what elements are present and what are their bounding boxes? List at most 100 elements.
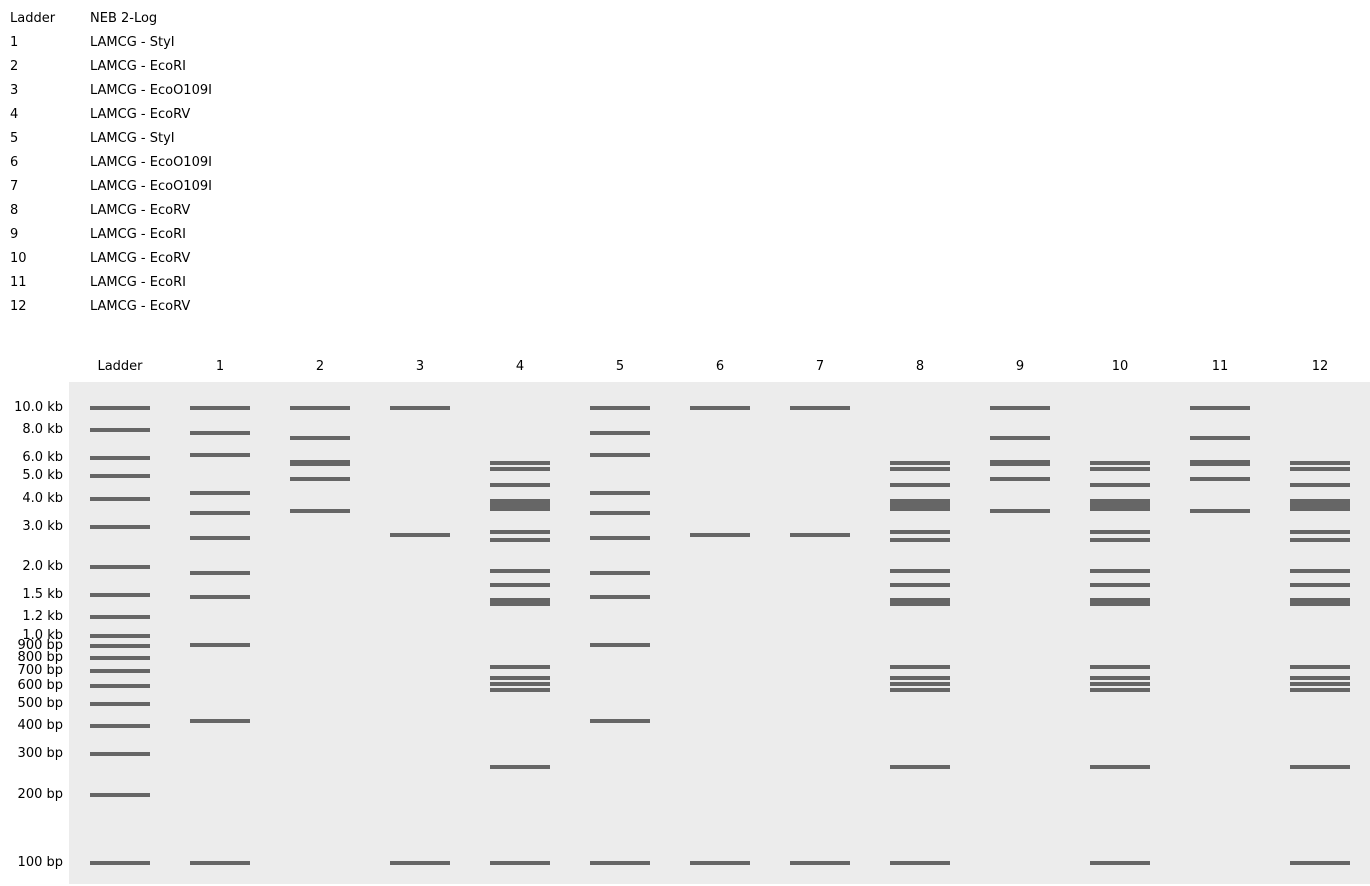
gel-band xyxy=(890,602,950,606)
lane-header: 8 xyxy=(915,359,925,374)
gel-band xyxy=(1090,499,1150,503)
gel-band xyxy=(1290,499,1350,503)
lane-header: 3 xyxy=(415,359,425,374)
gel-band xyxy=(1090,461,1150,465)
gel-band xyxy=(590,571,650,575)
gel-band xyxy=(1190,406,1250,410)
lane-header: 5 xyxy=(615,359,625,374)
gel-band xyxy=(890,569,950,573)
gel-band xyxy=(290,509,350,513)
legend-sample-name: LAMCG - EcoRV xyxy=(90,107,191,122)
size-label: 600 bp xyxy=(17,678,63,693)
legend-sample-name: LAMCG - EcoRI xyxy=(90,227,186,242)
gel-band xyxy=(1190,436,1250,440)
gel-band xyxy=(90,615,150,619)
gel-band xyxy=(90,861,150,865)
legend-sample-name: LAMCG - EcoO109I xyxy=(90,83,212,98)
gel-band xyxy=(490,483,550,487)
gel-band xyxy=(1090,665,1150,669)
gel-band xyxy=(390,533,450,537)
gel-band xyxy=(1290,688,1350,692)
gel-band xyxy=(690,861,750,865)
size-label: 700 bp xyxy=(17,663,63,678)
gel-band xyxy=(1090,676,1150,680)
legend-row: 10 LAMCG - EcoRV xyxy=(0,251,400,267)
gel-band xyxy=(1290,467,1350,471)
gel-band xyxy=(490,503,550,507)
legend-row: 6 LAMCG - EcoO109I xyxy=(0,155,400,171)
gel-band xyxy=(1090,583,1150,587)
gel-band xyxy=(890,861,950,865)
gel-band xyxy=(90,593,150,597)
gel-band xyxy=(1290,569,1350,573)
gel-band xyxy=(1290,530,1350,534)
gel-band xyxy=(190,536,250,540)
gel-band xyxy=(90,702,150,706)
gel-band xyxy=(290,436,350,440)
gel-band xyxy=(990,477,1050,481)
gel-band xyxy=(1290,598,1350,602)
size-label: 500 bp xyxy=(17,696,63,711)
gel-band xyxy=(290,477,350,481)
gel-band xyxy=(1290,461,1350,465)
legend-row: 8 LAMCG - EcoRV xyxy=(0,203,400,219)
gel-band xyxy=(890,483,950,487)
legend-sample-name: LAMCG - EcoRV xyxy=(90,251,191,266)
gel-band xyxy=(490,530,550,534)
legend-sample-name: LAMCG - StyI xyxy=(90,131,175,146)
gel-band xyxy=(1190,477,1250,481)
gel-band xyxy=(290,462,350,466)
lane-header: 9 xyxy=(1015,359,1025,374)
gel-band xyxy=(490,583,550,587)
gel-band xyxy=(1090,538,1150,542)
legend-row: 9 LAMCG - EcoRI xyxy=(0,227,400,243)
legend-sample-name: LAMCG - EcoO109I xyxy=(90,179,212,194)
lane-header: 1 xyxy=(215,359,225,374)
size-label: 10.0 kb xyxy=(14,400,63,415)
legend-lane-id: Ladder xyxy=(10,11,56,26)
gel-band xyxy=(590,861,650,865)
legend-row: 5 LAMCG - StyI xyxy=(0,131,400,147)
gel-band xyxy=(490,461,550,465)
gel-band xyxy=(90,456,150,460)
gel-band xyxy=(590,491,650,495)
gel-band xyxy=(1090,503,1150,507)
gel-band xyxy=(90,724,150,728)
gel-band xyxy=(490,688,550,692)
gel-band xyxy=(890,538,950,542)
gel-band xyxy=(1290,583,1350,587)
gel-band xyxy=(90,406,150,410)
legend-lane-id: 8 xyxy=(10,203,19,218)
gel-band xyxy=(890,583,950,587)
gel-band xyxy=(390,406,450,410)
legend-sample-name: LAMCG - EcoRV xyxy=(90,299,191,314)
gel-band xyxy=(1290,507,1350,511)
gel-band xyxy=(490,467,550,471)
legend-row: 1 LAMCG - StyI xyxy=(0,35,400,51)
legend-lane-id: 7 xyxy=(10,179,19,194)
size-label: 300 bp xyxy=(17,746,63,761)
gel-band xyxy=(1290,503,1350,507)
size-label: 400 bp xyxy=(17,718,63,733)
gel-band xyxy=(190,406,250,410)
gel-band xyxy=(590,431,650,435)
size-label: 4.0 kb xyxy=(22,491,63,506)
gel-band xyxy=(590,595,650,599)
legend-lane-id: 10 xyxy=(10,251,27,266)
gel-band xyxy=(890,499,950,503)
gel-band xyxy=(1290,538,1350,542)
gel-band xyxy=(890,665,950,669)
gel-band xyxy=(1090,483,1150,487)
gel-band xyxy=(890,598,950,602)
gel-band xyxy=(1090,682,1150,686)
gel-band xyxy=(290,406,350,410)
gel-band xyxy=(1090,569,1150,573)
gel-band xyxy=(990,406,1050,410)
gel-band xyxy=(1190,509,1250,513)
gel-band xyxy=(190,511,250,515)
gel-band xyxy=(490,765,550,769)
gel-band xyxy=(1090,602,1150,606)
size-label: 3.0 kb xyxy=(22,519,63,534)
gel-band xyxy=(90,565,150,569)
